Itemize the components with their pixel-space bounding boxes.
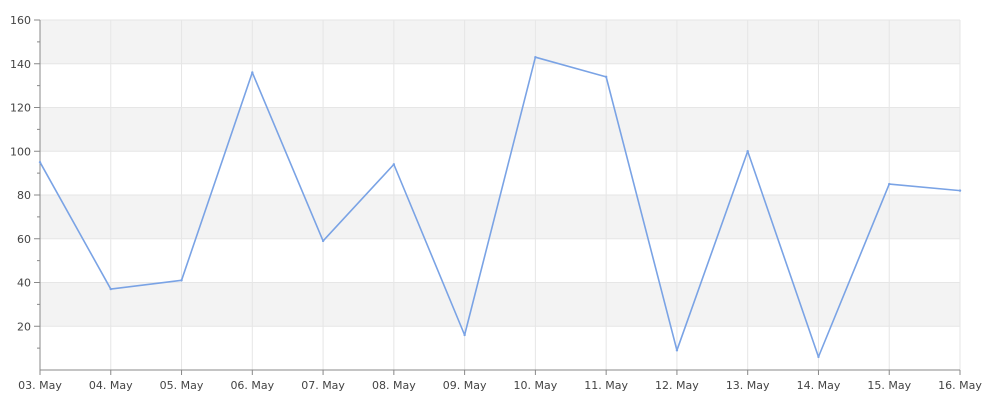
data-point bbox=[180, 279, 183, 282]
y-tick-label: 140 bbox=[10, 58, 31, 71]
data-point bbox=[888, 182, 891, 186]
y-gridlines bbox=[40, 19, 960, 327]
x-tick-label: 11. May bbox=[584, 379, 628, 392]
y-tick-label: 20 bbox=[17, 320, 31, 333]
x-tick-label: 13. May bbox=[726, 379, 770, 392]
x-tick-label: 05. May bbox=[160, 379, 204, 392]
plot-band bbox=[40, 195, 960, 239]
y-tick-label: 60 bbox=[17, 233, 31, 246]
data-point bbox=[675, 349, 679, 352]
x-tick-label: 14. May bbox=[797, 379, 841, 392]
x-tick-label: 15. May bbox=[867, 379, 911, 392]
data-point bbox=[109, 287, 112, 291]
x-tick-label: 12. May bbox=[655, 379, 699, 392]
x-tick-label: 03. May bbox=[18, 379, 62, 392]
plot-band bbox=[40, 107, 960, 152]
x-tick-label: 07. May bbox=[301, 379, 345, 392]
y-tick-label: 100 bbox=[10, 145, 31, 158]
series-group bbox=[38, 55, 962, 359]
y-tick-label: 80 bbox=[17, 189, 31, 202]
y-tick-label: 120 bbox=[10, 102, 31, 115]
data-point bbox=[38, 160, 42, 164]
x-tick-label: 10. May bbox=[514, 379, 558, 392]
data-point bbox=[746, 150, 749, 153]
data-point bbox=[958, 189, 962, 192]
data-point bbox=[817, 355, 820, 359]
x-tick-label: 04. May bbox=[89, 379, 133, 392]
x-axis-ticks: 03. May 04. May 05. May 06. May 07. May 08. M… bbox=[18, 370, 982, 392]
y-tick-label: 40 bbox=[17, 277, 31, 290]
plot-band bbox=[40, 20, 960, 64]
x-tick-label: 09. May bbox=[443, 379, 487, 392]
data-point bbox=[534, 55, 537, 59]
data-point bbox=[392, 163, 396, 166]
x-tick-label: 06. May bbox=[230, 379, 274, 392]
data-point bbox=[251, 71, 254, 74]
x-tick-label: 16. May bbox=[938, 379, 982, 392]
plot-band bbox=[40, 282, 960, 327]
y-tick-label: 160 bbox=[10, 14, 31, 27]
data-point bbox=[463, 333, 466, 337]
series-line bbox=[39, 56, 961, 358]
x-tick-label: 08. May bbox=[372, 379, 416, 392]
plot-bands bbox=[40, 20, 960, 327]
y-axis-ticks: 20 40 60 80 100 120 140 160 bbox=[10, 14, 40, 349]
data-point bbox=[604, 75, 608, 79]
data-point bbox=[321, 239, 325, 243]
